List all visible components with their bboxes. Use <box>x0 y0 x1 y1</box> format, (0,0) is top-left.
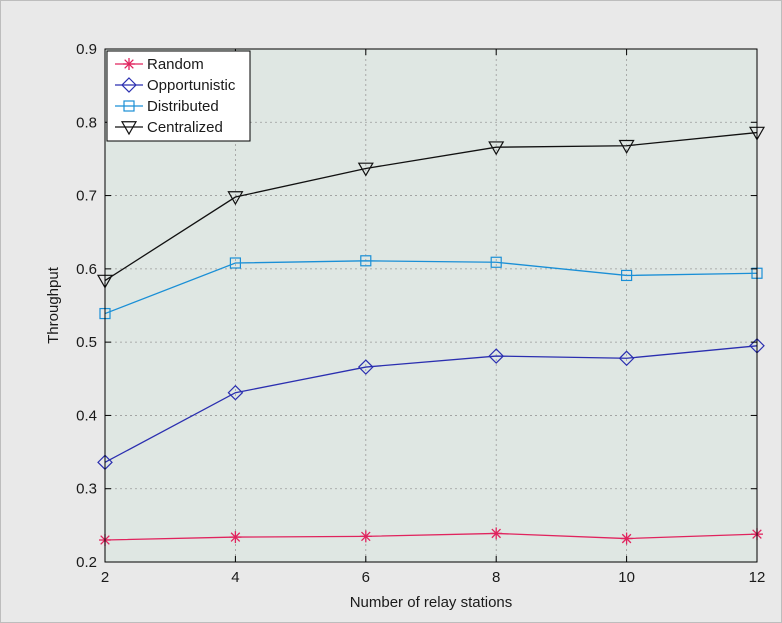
legend-marker <box>123 100 135 112</box>
legend-label: Centralized <box>147 119 223 136</box>
series-centralized <box>96 126 766 289</box>
distributed-point <box>490 256 502 268</box>
legend-label: Random <box>147 56 204 73</box>
x-tick-label: 8 <box>492 569 500 586</box>
legend-label: Opportunistic <box>147 77 236 94</box>
centralized-line <box>104 131 758 282</box>
centralized-point <box>618 139 635 154</box>
y-tick-label: 0.2 <box>76 554 97 571</box>
x-tick-label: 10 <box>618 569 635 586</box>
distributed-point <box>360 255 372 267</box>
x-tick-label: 12 <box>749 569 766 586</box>
x-tick-label: 6 <box>362 569 370 586</box>
legend-item-centralized: Centralized <box>115 119 223 136</box>
opportunistic-point <box>227 384 244 401</box>
y-tick-label: 0.3 <box>76 481 97 498</box>
opportunistic-point <box>618 350 635 367</box>
random-point <box>620 532 633 545</box>
y-tick-label: 0.8 <box>76 114 97 131</box>
plot-frame <box>104 48 758 563</box>
x-axis-label: Number of relay stations <box>350 594 513 611</box>
legend: Random Opportunistic Distributed Centralize… <box>106 50 251 142</box>
centralized-point <box>488 141 505 156</box>
random-point <box>229 531 242 544</box>
y-tick-label: 0.6 <box>76 261 97 278</box>
x-tick-label: 4 <box>231 569 239 586</box>
legend-marker <box>123 58 135 70</box>
opportunistic-line <box>104 345 758 463</box>
axis-ticks: 2 4 6 8 10 12 0.2 0.3 0.4 0.5 0.6 0.7 0.8 0.9 <box>76 41 765 586</box>
y-tick-label: 0.4 <box>76 407 97 424</box>
distributed-point <box>229 257 241 269</box>
random-line <box>104 532 758 541</box>
opportunistic-point <box>357 359 374 375</box>
y-tick-label: 0.5 <box>76 334 97 351</box>
y-tick-label: 0.7 <box>76 188 97 205</box>
centralized-point <box>357 162 374 177</box>
x-tick-label: 2 <box>101 569 109 586</box>
legend-item-random: Random <box>115 56 204 73</box>
random-point <box>359 530 372 543</box>
legend-item-opportunistic: Opportunistic <box>115 77 236 94</box>
opportunistic-point <box>488 348 505 364</box>
centralized-point <box>227 191 244 206</box>
legend-item-distributed: Distributed <box>115 98 219 115</box>
legend-marker <box>120 121 138 136</box>
legend-label: Distributed <box>147 98 219 115</box>
random-point <box>490 527 503 540</box>
legend-marker <box>121 77 137 93</box>
distributed-line <box>104 260 758 315</box>
y-tick-label: 0.9 <box>76 41 97 58</box>
distributed-point <box>620 269 633 282</box>
y-axis-label: Throughput <box>45 266 62 344</box>
